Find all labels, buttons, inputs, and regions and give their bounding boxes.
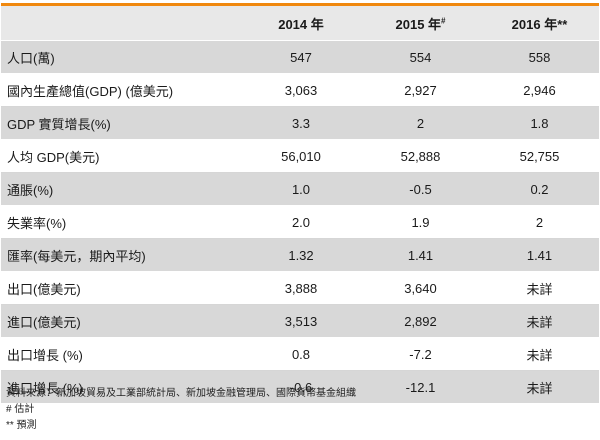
table-row: 進口(億美元) 3,513 2,892 未詳 <box>1 304 599 338</box>
table-row: GDP 實質增長(%) 3.3 2 1.8 <box>1 106 599 140</box>
table-row: 國內生產總值(GDP) (億美元) 3,063 2,927 2,946 <box>1 73 599 107</box>
row-value-2015: 52,888 <box>361 139 480 173</box>
row-value-2014: 3,513 <box>241 304 361 338</box>
row-value-2015: 2,927 <box>361 73 480 107</box>
row-value-2016: 未詳 <box>480 271 599 305</box>
row-label: 失業率(%) <box>1 205 241 239</box>
row-label: 進口增長 (%) <box>1 370 241 404</box>
row-label: 人口(萬) <box>1 40 241 74</box>
header-2015-estimate-mark: # <box>441 16 446 26</box>
table-row: 失業率(%) 2.0 1.9 2 <box>1 205 599 239</box>
row-value-2016: 未詳 <box>480 304 599 338</box>
table-row: 人均 GDP(美元) 56,010 52,888 52,755 <box>1 139 599 173</box>
estimate-note: # 估計 <box>6 404 35 415</box>
row-value-2015: -12.1 <box>361 370 480 404</box>
row-label: 出口增長 (%) <box>1 337 241 371</box>
table-row: 出口(億美元) 3,888 3,640 未詳 <box>1 271 599 305</box>
economic-indicators-table: 2014 年 2015 年# 2016 年** 人口(萬) 547 554 558 國內… <box>1 3 599 404</box>
table-row: 出口增長 (%) 0.8 -7.2 未詳 <box>1 337 599 371</box>
row-value-2015: -7.2 <box>361 337 480 371</box>
row-label: 人均 GDP(美元) <box>1 139 241 173</box>
row-value-2016: 2 <box>480 205 599 239</box>
row-value-2016: 0.2 <box>480 172 599 206</box>
row-value-2016: 52,755 <box>480 139 599 173</box>
table-notes: 資料來源：新加坡貿易及工業部統計局、新加坡金融管理局、國際貨幣基金組織 # 估計… <box>6 386 356 434</box>
row-value-2014: 2.0 <box>241 205 361 239</box>
row-value-2014: -0.6 <box>241 370 361 404</box>
table-row: 進口增長 (%) -0.6 -12.1 未詳 <box>1 370 599 404</box>
row-value-2015: -0.5 <box>361 172 480 206</box>
source-note: 資料來源：新加坡貿易及工業部統計局、新加坡金融管理局、國際貨幣基金組織 <box>6 388 356 399</box>
row-value-2014: 0.8 <box>241 337 361 371</box>
row-value-2016: 558 <box>480 40 599 74</box>
row-value-2014: 3,888 <box>241 271 361 305</box>
row-value-2016: 1.8 <box>480 106 599 140</box>
row-value-2015: 2,892 <box>361 304 480 338</box>
table-row: 匯率(每美元，期內平均) 1.32 1.41 1.41 <box>1 238 599 272</box>
row-value-2015: 2 <box>361 106 480 140</box>
row-value-2014: 1.0 <box>241 172 361 206</box>
row-label: 進口(億美元) <box>1 304 241 338</box>
row-label: 國內生產總值(GDP) (億美元) <box>1 73 241 107</box>
row-value-2014: 3.3 <box>241 106 361 140</box>
header-year-2014: 2014 年 <box>241 3 361 41</box>
row-value-2014: 3,063 <box>241 73 361 107</box>
forecast-note: ** 預測 <box>6 420 37 431</box>
row-value-2014: 1.32 <box>241 238 361 272</box>
row-value-2014: 547 <box>241 40 361 74</box>
row-label: 出口(億美元) <box>1 271 241 305</box>
row-value-2016: 1.41 <box>480 238 599 272</box>
row-label: 通脹(%) <box>1 172 241 206</box>
header-year-2015: 2015 年# <box>361 3 480 41</box>
row-label: GDP 實質增長(%) <box>1 106 241 140</box>
row-value-2016: 2,946 <box>480 73 599 107</box>
header-row: 2014 年 2015 年# 2016 年** <box>1 3 599 41</box>
row-value-2015: 1.41 <box>361 238 480 272</box>
row-value-2015: 554 <box>361 40 480 74</box>
table-row: 人口(萬) 547 554 558 <box>1 40 599 74</box>
table-row: 通脹(%) 1.0 -0.5 0.2 <box>1 172 599 206</box>
row-value-2015: 1.9 <box>361 205 480 239</box>
row-label: 匯率(每美元，期內平均) <box>1 238 241 272</box>
row-value-2016: 未詳 <box>480 370 599 404</box>
header-label-corner <box>1 3 241 41</box>
header-year-2016: 2016 年** <box>480 3 599 41</box>
row-value-2014: 56,010 <box>241 139 361 173</box>
row-value-2016: 未詳 <box>480 337 599 371</box>
row-value-2015: 3,640 <box>361 271 480 305</box>
